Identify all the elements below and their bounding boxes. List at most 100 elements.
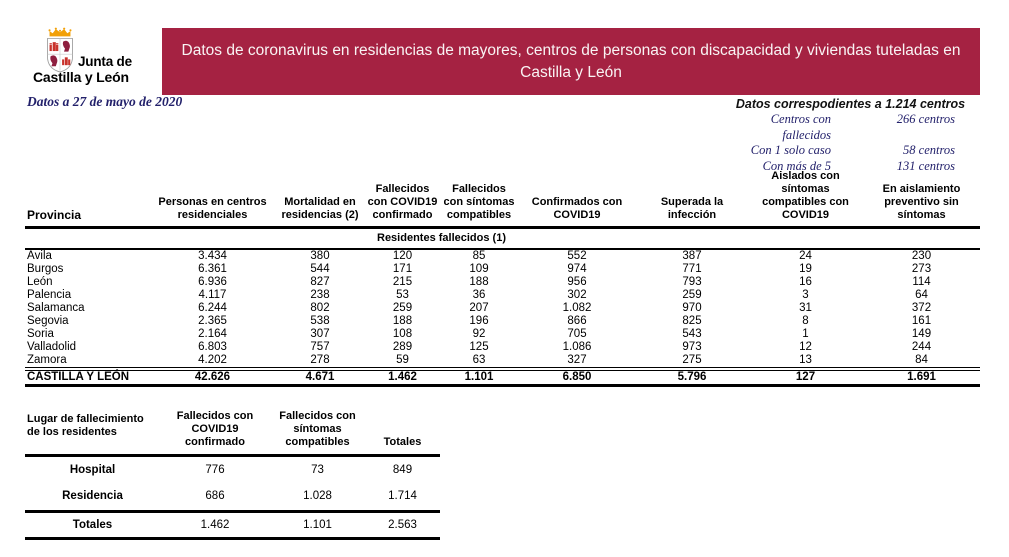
cell: 92 [472, 327, 486, 340]
junta-logo: Junta de Castilla y León [33, 26, 173, 86]
summary-label: Centros con fallecidos [770, 112, 831, 142]
cell: 1 [802, 327, 809, 340]
cell: 85 [472, 249, 486, 262]
cell: 849 [392, 463, 413, 476]
cell: 13 [799, 353, 812, 366]
cell: 24 [799, 249, 812, 262]
centers-summary: Datos correspodientes a 1.214 centros Ce… [731, 97, 970, 174]
cell: CASTILLA Y LEÓN [25, 366, 150, 387]
cell: 387 [682, 249, 702, 262]
cell: Salamanca [27, 301, 85, 314]
cell: 543 [682, 327, 702, 340]
table-row: Valladolid 6.803 757 289 125 1.086 973 12 244 [25, 341, 980, 354]
column-header: Provincia [25, 170, 150, 229]
cell: 59 [396, 353, 409, 366]
cell: 327 [567, 353, 587, 366]
banner: Datos de coronavirus en residencias de m… [162, 28, 980, 95]
cell: 273 [911, 262, 932, 275]
cell: 307 [310, 327, 330, 340]
centers-summary-title: Datos correspodientes a 1.214 centros [735, 97, 966, 111]
table-row: Zamora 4.202 278 59 63 327 275 13 84 [25, 354, 980, 369]
cell: 12 [799, 340, 812, 353]
cell: 8 [802, 314, 809, 327]
summary-row: Con 1 solo caso 58 centros [731, 143, 970, 159]
cell: 238 [310, 288, 330, 301]
cell: 114 [912, 275, 931, 288]
summary-value: 131 centros [896, 158, 955, 173]
table-row: Burgos 6.361 544 171 109 974 771 19 273 [25, 263, 980, 276]
cell: 771 [682, 262, 702, 275]
cell: 1.101 [270, 509, 365, 540]
table-row: Residencia 686 1.028 1.714 [25, 483, 440, 511]
column-header: Fallecidos con síntomas compatibles [440, 170, 518, 229]
cell: 127 [748, 366, 863, 387]
row-label: Residencia [62, 490, 123, 503]
cell: 125 [469, 340, 489, 353]
cell: 1.082 [562, 301, 592, 314]
cell: 802 [310, 301, 330, 314]
row-label: Hospital [69, 463, 116, 476]
cell: 161 [911, 314, 932, 327]
cell: Ávila [27, 249, 52, 262]
table-row: Hospital 776 73 849 [25, 455, 440, 483]
subheader-spacer [25, 227, 365, 250]
column-header: Superada la infección [636, 170, 748, 229]
cell: 538 [310, 314, 330, 327]
cell: 259 [682, 288, 702, 301]
cell: 149 [911, 327, 932, 340]
cell: 970 [682, 301, 702, 314]
subheader-row: Residentes fallecidos (1) [25, 227, 980, 250]
column-header: Lugar de fallecimiento de los residentes [25, 403, 160, 457]
logo-text-line1: Junta de [78, 54, 132, 69]
column-header: En aislamiento preventivo sin síntomas [863, 170, 980, 229]
cell: 73 [311, 463, 324, 476]
column-header: Mortalidad en residencias (2) [275, 170, 365, 229]
cell: 171 [392, 262, 413, 275]
cell: 866 [567, 314, 587, 327]
province-table: Provincia Personas en centros residencia… [25, 170, 980, 387]
summary-label: Con más de 5 [762, 158, 831, 173]
cell: 31 [799, 301, 812, 314]
cell: 207 [469, 301, 489, 314]
cell: 552 [567, 249, 587, 262]
cell: 827 [310, 275, 330, 288]
column-header: Confirmados con COVID19 [518, 170, 636, 229]
cell: 380 [310, 249, 330, 262]
summary-row: Centros con fallecidos 266 centros [731, 112, 970, 143]
table-row: Segovia 2.365 538 188 196 866 825 8 161 [25, 315, 980, 328]
cell: 2.365 [198, 314, 227, 327]
cell: 6.850 [518, 366, 636, 387]
cell: 825 [682, 314, 702, 327]
cell: Zamora [27, 353, 67, 366]
cell: 705 [567, 327, 587, 340]
cell: 275 [682, 353, 702, 366]
summary-value: 266 centros [896, 112, 955, 126]
logo-text-line2: Castilla y León [33, 69, 129, 85]
cell: 686 [205, 490, 225, 503]
cell: Palencia [27, 288, 72, 301]
cell: 1.086 [562, 340, 592, 353]
column-header: Fallecidos con COVID19 confirmado [365, 170, 440, 229]
cell: 42.626 [150, 366, 275, 387]
cell: 6.244 [198, 301, 227, 314]
cell: 84 [915, 353, 928, 366]
cell: 5.796 [636, 366, 748, 387]
cell: 19 [799, 262, 812, 275]
cell: 973 [682, 340, 702, 353]
cell: Soria [27, 327, 54, 340]
cell: 757 [310, 340, 330, 353]
cell: 188 [392, 314, 413, 327]
row-label: Totales [25, 509, 160, 540]
cell: 16 [799, 275, 812, 288]
cell: 53 [396, 288, 409, 301]
cell: 6.803 [198, 340, 227, 353]
total-row: Totales 1.462 1.101 2.563 [25, 509, 440, 540]
cell: 120 [392, 249, 413, 262]
cell: 63 [472, 353, 486, 366]
cell: Segovia [27, 314, 69, 327]
cell: 793 [682, 275, 702, 288]
date-text: Datos a 27 de mayo de 2020 [27, 94, 183, 109]
cell: 6.936 [198, 275, 227, 288]
cell: 302 [567, 288, 587, 301]
